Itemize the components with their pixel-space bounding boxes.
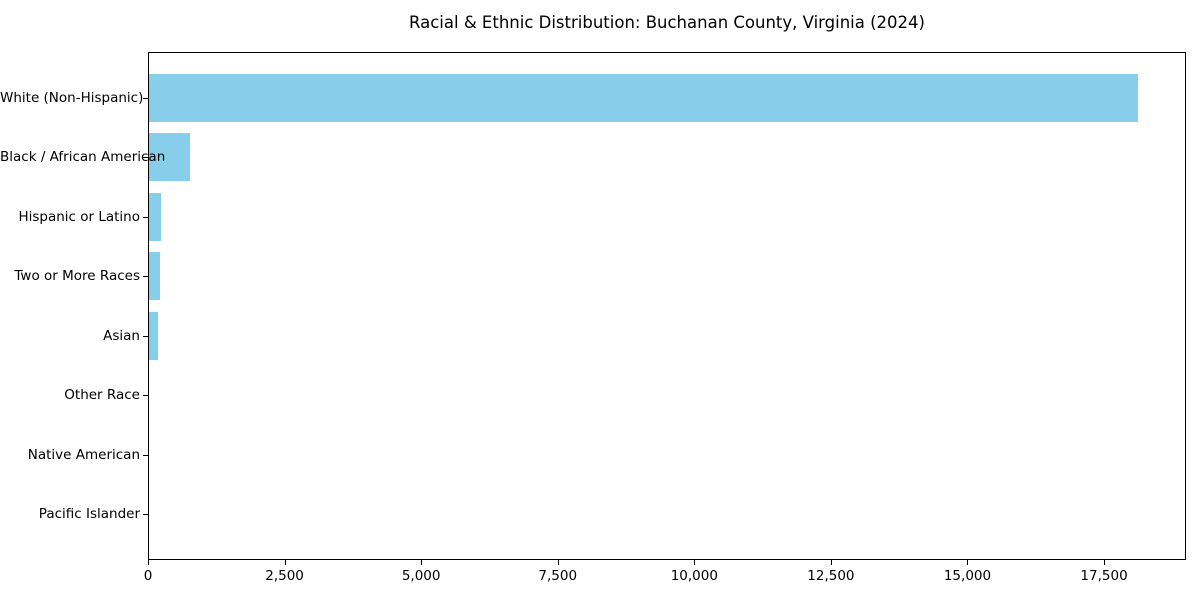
y-tick-mark <box>143 276 148 278</box>
chart-title: Racial & Ethnic Distribution: Buchanan C… <box>409 13 925 32</box>
x-tick-label: 5,000 <box>401 568 441 584</box>
y-tick-mark <box>143 97 148 99</box>
x-tick-mark <box>967 560 969 565</box>
x-tick-label: 15,000 <box>943 568 992 584</box>
y-tick-label: Pacific Islander <box>38 506 140 523</box>
y-tick-label: Black / African American <box>0 149 166 166</box>
x-tick-mark <box>1104 560 1106 565</box>
y-tick-mark <box>143 335 148 337</box>
bar-hispanic-or-latino <box>149 192 162 241</box>
bar-asian <box>149 311 159 360</box>
plot-area <box>148 52 1186 560</box>
y-tick-label: Native American <box>27 446 140 463</box>
y-tick-mark <box>143 395 148 397</box>
y-tick-label: Two or More Races <box>14 268 140 285</box>
y-tick-mark <box>143 216 148 218</box>
y-tick-label: Hispanic or Latino <box>18 208 140 225</box>
bar-white-non-hispanic <box>149 73 1138 122</box>
x-tick-mark <box>284 560 286 565</box>
x-tick-label: 2,500 <box>265 568 304 584</box>
x-tick-mark <box>148 560 149 565</box>
y-tick-label: White (Non-Hispanic) <box>0 89 144 106</box>
x-tick-label: 0 <box>143 568 153 584</box>
x-tick-label: 17,500 <box>1080 568 1128 584</box>
x-tick-label: 7,500 <box>538 568 578 584</box>
y-tick-label: Other Race <box>64 387 140 404</box>
x-tick-mark <box>421 560 423 565</box>
bar-two-or-more-races <box>149 252 161 301</box>
y-tick-mark <box>143 454 148 456</box>
bar-black-african-american <box>149 133 190 182</box>
x-tick-mark <box>557 560 559 565</box>
y-tick-label: Asian <box>103 327 140 344</box>
x-tick-label: 12,500 <box>807 568 855 584</box>
y-tick-mark <box>143 514 148 516</box>
x-tick-mark <box>830 560 832 565</box>
x-tick-mark <box>694 560 696 565</box>
x-tick-label: 10,000 <box>670 568 718 584</box>
y-tick-mark <box>143 157 148 159</box>
